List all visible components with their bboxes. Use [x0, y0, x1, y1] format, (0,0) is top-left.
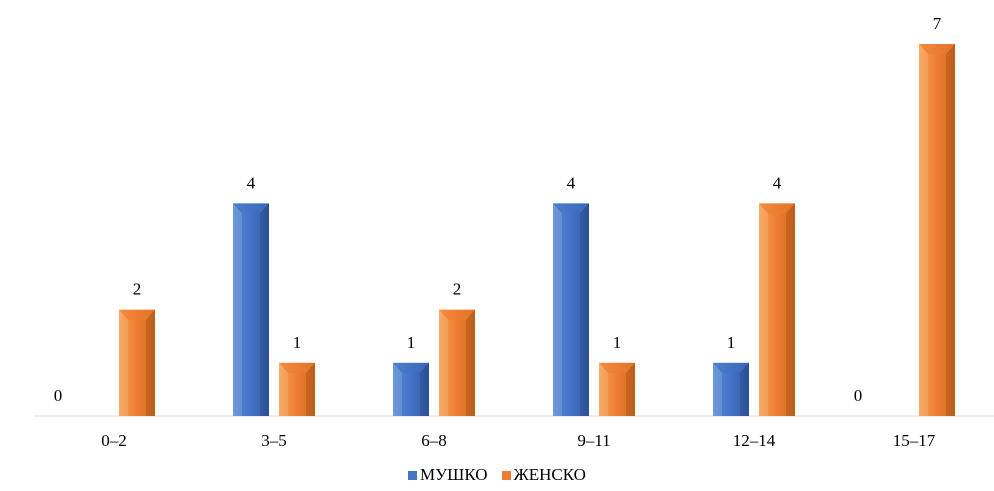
data-label-male-0: 0 — [54, 386, 63, 405]
data-label-female-4: 4 — [773, 173, 782, 192]
bar-female-4 — [759, 203, 795, 416]
data-label-male-5: 0 — [854, 386, 863, 405]
bar-male-2 — [393, 362, 429, 416]
bar-female-3 — [599, 362, 635, 416]
data-label-female-0: 2 — [133, 280, 142, 299]
data-label-male-4: 1 — [727, 333, 736, 352]
data-label-male-1: 4 — [247, 173, 256, 192]
bar-female-1 — [279, 362, 315, 416]
legend-label-male: МУШКО — [420, 465, 488, 484]
legend-item-male: МУШКО — [408, 465, 488, 485]
legend: МУШКО ЖЕНСКО — [0, 463, 994, 487]
data-label-female-3: 1 — [613, 333, 622, 352]
data-label-female-5: 7 — [933, 14, 942, 33]
bar-female-5 — [919, 44, 955, 416]
x-tick-label: 6–8 — [421, 431, 447, 450]
legend-swatch-male — [408, 470, 418, 480]
x-tick-label: 0–2 — [101, 431, 127, 450]
bar-male-3 — [553, 203, 589, 416]
bar-female-2 — [439, 309, 475, 416]
data-label-male-2: 1 — [407, 333, 416, 352]
bar-male-4 — [713, 362, 749, 416]
x-tick-label: 3–5 — [261, 431, 287, 450]
data-label-female-1: 1 — [293, 333, 302, 352]
legend-label-female: ЖЕНСКО — [513, 465, 586, 484]
x-tick-label: 15–17 — [893, 431, 936, 450]
x-tick-label: 12–14 — [733, 431, 776, 450]
legend-item-female: ЖЕНСКО — [501, 465, 586, 485]
data-label-female-2: 2 — [453, 280, 462, 299]
legend-swatch-female — [501, 470, 511, 480]
x-tick-label: 9–11 — [577, 431, 610, 450]
bar-male-1 — [233, 203, 269, 416]
data-label-male-3: 4 — [567, 173, 576, 192]
bar-female-0 — [119, 309, 155, 416]
